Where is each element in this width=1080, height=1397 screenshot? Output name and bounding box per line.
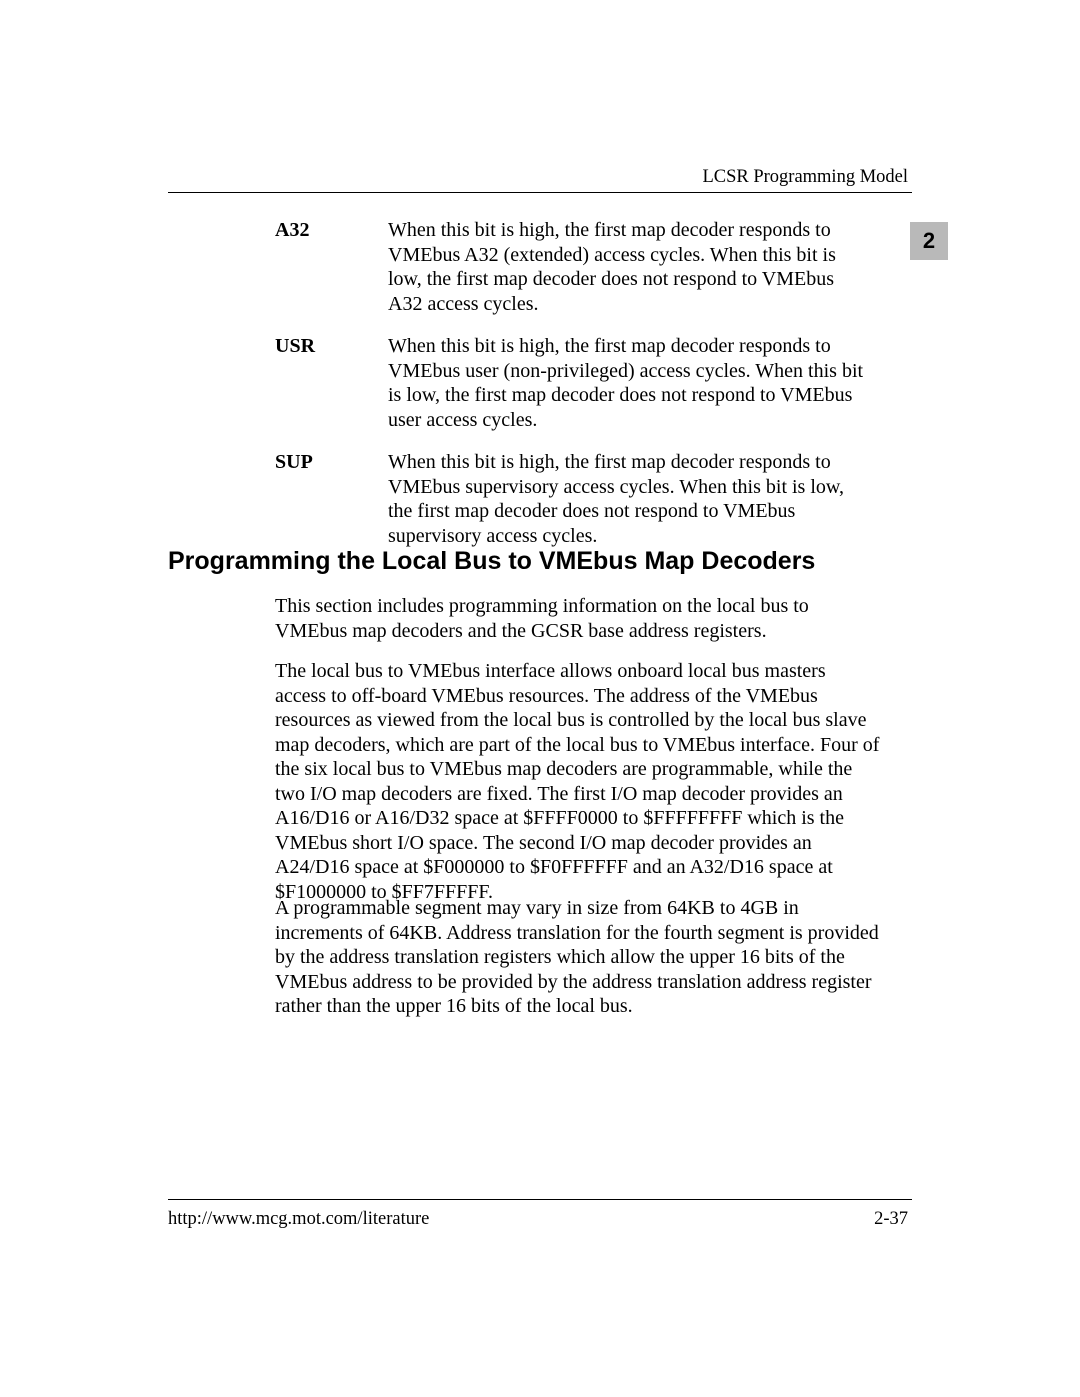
body-paragraph: A programmable segment may vary in size … [275,896,880,1019]
definition-list: A32 When this bit is high, the first map… [275,218,915,566]
footer-url: http://www.mcg.mot.com/literature [168,1209,429,1230]
definition-term: A32 [275,218,388,316]
chapter-tab: 2 [910,222,948,260]
definition-body: When this bit is high, the first map dec… [388,450,868,548]
definition-item: SUP When this bit is high, the first map… [275,450,915,548]
definition-body: When this bit is high, the first map dec… [388,334,868,432]
section-heading: Programming the Local Bus to VMEbus Map … [168,547,815,576]
definition-item: A32 When this bit is high, the first map… [275,218,915,316]
footer-page-number: 2-37 [874,1209,908,1230]
document-page: LCSR Programming Model 2 A32 When this b… [0,0,1080,1397]
definition-body: When this bit is high, the first map dec… [388,218,868,316]
definition-term: USR [275,334,388,432]
header-rule [168,192,912,193]
footer-rule [168,1199,912,1200]
running-head: LCSR Programming Model [702,167,908,188]
definition-term: SUP [275,450,388,548]
body-paragraph: This section includes programming inform… [275,594,880,643]
body-paragraph: The local bus to VMEbus interface allows… [275,659,880,904]
definition-item: USR When this bit is high, the first map… [275,334,915,432]
